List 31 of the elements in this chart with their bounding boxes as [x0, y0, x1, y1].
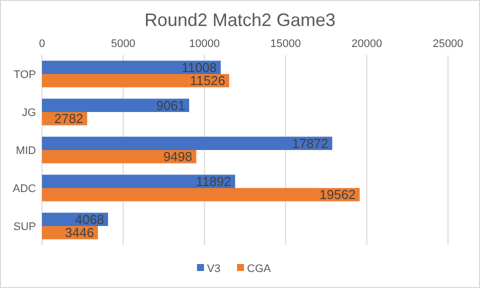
- legend-label: CGA: [247, 262, 272, 275]
- bar: [42, 136, 332, 150]
- bar: [42, 174, 236, 188]
- bar: [42, 98, 190, 112]
- x-tick-label: 25000: [432, 38, 464, 50]
- data-label: 4068: [75, 212, 104, 227]
- y-tick-label: TOP: [14, 68, 36, 81]
- y-tick-label: JG: [22, 106, 36, 119]
- legend-label: V3: [207, 262, 220, 275]
- y-tick-label: ADC: [12, 182, 36, 195]
- bar: [42, 188, 360, 202]
- chart-title: Round2 Match2 Game3: [144, 10, 336, 30]
- bar: [42, 150, 196, 164]
- data-label: 3446: [65, 225, 94, 240]
- bar: [42, 60, 221, 74]
- data-label: 11008: [182, 60, 217, 75]
- data-label: 2782: [54, 111, 84, 126]
- y-tick-label: SUP: [13, 220, 36, 233]
- x-tick-label: 20000: [352, 38, 382, 50]
- x-tick-label: 10000: [189, 38, 220, 50]
- data-label: 17872: [292, 136, 328, 151]
- data-label: 11892: [196, 174, 232, 189]
- data-label: 9061: [156, 98, 186, 113]
- bar: [42, 74, 230, 88]
- data-label: 11526: [190, 73, 226, 88]
- data-label: 19562: [320, 187, 356, 202]
- x-tick-label: 5000: [110, 38, 136, 50]
- y-tick-label: MID: [16, 144, 36, 157]
- data-label: 9498: [163, 149, 192, 164]
- x-tick-label: 0: [38, 38, 46, 50]
- x-tick-label: 15000: [270, 38, 301, 50]
